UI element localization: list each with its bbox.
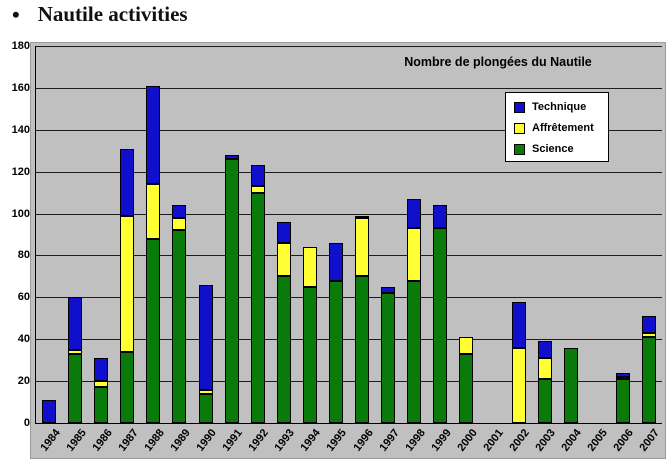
- bar-segment-science: [198, 393, 213, 423]
- legend-swatch-icon: [514, 143, 525, 155]
- grid-line: [36, 255, 662, 257]
- y-axis-line: [35, 46, 36, 423]
- y-tick-label: 0: [23, 417, 30, 429]
- bar-segment-affrêtement: [459, 337, 474, 354]
- grid-line: [36, 129, 662, 131]
- bar-segment-science: [563, 347, 578, 423]
- bar-segment-affrêtement: [276, 242, 291, 277]
- bar-segment-affrêtement: [250, 186, 265, 193]
- bar-segment-affrêtement: [615, 376, 630, 380]
- legend: Technique Affrêtement Science: [505, 92, 609, 162]
- bar-segment-technique: [407, 198, 422, 229]
- bar-segment-affrêtement: [198, 389, 213, 394]
- bar-segment-technique: [94, 358, 109, 382]
- bar-segment-science: [433, 228, 448, 423]
- bar-segment-science: [224, 159, 239, 423]
- bar-segment-technique: [641, 316, 656, 333]
- bar-segment-technique: [328, 242, 343, 281]
- legend-item: Affrêtement: [514, 122, 600, 134]
- grid-line: [36, 87, 662, 89]
- bar-segment-affrêtement: [94, 381, 109, 388]
- legend-swatch-icon: [514, 122, 525, 134]
- bar-segment-technique: [198, 284, 213, 390]
- bar-segment-affrêtement: [172, 217, 187, 231]
- x-axis-line: [35, 423, 662, 424]
- bar-segment-technique: [537, 341, 552, 359]
- y-tick-label: 120: [11, 165, 30, 178]
- bar-segment-science: [537, 379, 552, 423]
- bar-segment-technique: [433, 205, 448, 229]
- y-tick-label: 60: [17, 291, 30, 304]
- y-tick-label: 80: [17, 249, 30, 262]
- bar-segment-science: [250, 192, 265, 423]
- bar-segment-technique: [511, 301, 526, 348]
- grid-line: [36, 339, 662, 341]
- bar-segment-science: [355, 276, 370, 423]
- bar-segment-science: [172, 230, 187, 423]
- bar-segment-affrêtement: [146, 184, 161, 239]
- grid-line: [36, 381, 662, 383]
- y-tick-label: 180: [11, 40, 30, 52]
- bar-segment-technique: [355, 215, 370, 218]
- bar-segment-science: [146, 238, 161, 423]
- bar-segment-affrêtement: [302, 247, 317, 287]
- bar-segment-technique: [224, 154, 239, 160]
- y-tick-label: 20: [17, 375, 30, 388]
- legend-label: Science: [532, 143, 574, 155]
- legend-label: Technique: [532, 101, 587, 113]
- bar-segment-affrêtement: [120, 215, 135, 352]
- bar-segment-affrêtement: [511, 347, 526, 423]
- y-tick-label: 140: [11, 123, 30, 136]
- bar-segment-technique: [250, 165, 265, 187]
- bullet-icon: •: [12, 1, 20, 27]
- bar-segment-technique: [146, 85, 161, 185]
- bar-segment-technique: [172, 205, 187, 218]
- y-tick-label: 160: [11, 81, 30, 94]
- legend-item: Science: [514, 143, 600, 155]
- bar-segment-science: [94, 387, 109, 423]
- bar-segment-affrêtement: [407, 228, 422, 281]
- grid-line: [36, 46, 662, 47]
- bar-segment-affrêtement: [537, 358, 552, 380]
- bar-segment-technique: [120, 148, 135, 216]
- grid-line: [36, 171, 662, 173]
- bar-segment-science: [302, 286, 317, 423]
- bar-segment-technique: [381, 286, 396, 294]
- grid-line: [36, 297, 662, 299]
- bar-segment-science: [276, 276, 291, 423]
- legend-item: Technique: [514, 101, 600, 113]
- bar-segment-science: [120, 351, 135, 423]
- page-title: • Nautile activities: [12, 2, 188, 27]
- legend-label: Affrêtement: [532, 122, 594, 134]
- chart-title: Nombre de plongées du Nautile: [404, 55, 592, 69]
- bar-segment-affrêtement: [641, 332, 656, 338]
- bar-segment-affrêtement: [355, 217, 370, 277]
- bar-segment-technique: [42, 399, 57, 423]
- bar-segment-science: [68, 353, 83, 423]
- bar-segment-technique: [276, 221, 291, 243]
- y-tick-label: 100: [11, 207, 30, 220]
- bar-segment-science: [328, 280, 343, 423]
- bar-segment-affrêtement: [68, 349, 83, 354]
- bar-segment-science: [615, 379, 630, 423]
- plot-area: 0 20 40 60 80 100 120 140 160 180 1984 1985 1986 1987…: [12, 40, 663, 454]
- bar-segment-science: [381, 293, 396, 423]
- bar-segment-technique: [68, 297, 83, 350]
- y-tick-label: 40: [17, 333, 30, 346]
- bar-segment-science: [407, 280, 422, 423]
- grid-line: [36, 213, 662, 215]
- legend-swatch-icon: [514, 101, 525, 113]
- bar-segment-technique: [615, 372, 630, 377]
- bar-segment-science: [641, 337, 656, 423]
- heading-text: Nautile activities: [37, 2, 188, 26]
- bar-segment-science: [459, 353, 474, 423]
